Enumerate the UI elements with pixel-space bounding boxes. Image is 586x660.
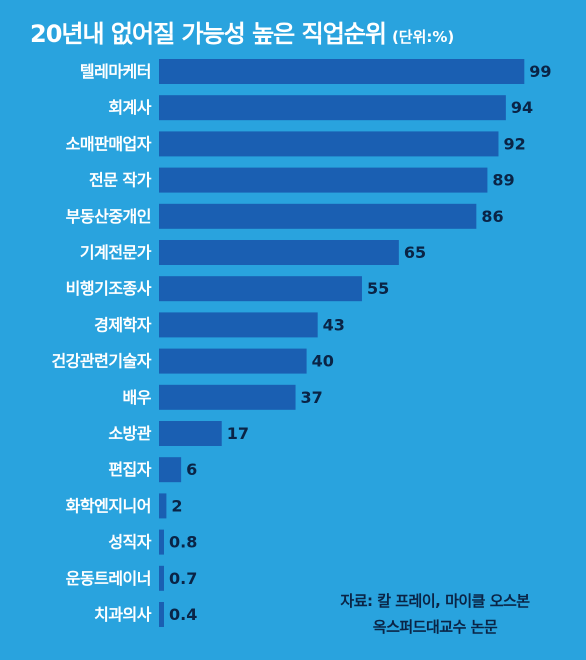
chart-title-row: 20년내 없어질 가능성 높은 직업순위 (단위:%) — [30, 14, 454, 49]
source-line-2: 옥스퍼드대교수 논문 — [372, 618, 498, 636]
value-label: 0.7 — [169, 569, 197, 588]
bar — [159, 602, 164, 627]
unit-label: (단위:%) — [391, 28, 455, 46]
chart-title: 20년내 없어질 가능성 높은 직업순위 — [30, 20, 387, 48]
category-label: 편집자 — [108, 460, 151, 479]
bar — [159, 384, 296, 410]
bar — [159, 240, 399, 265]
bar — [159, 348, 307, 374]
category-label: 부동산중개인 — [66, 207, 151, 226]
value-label: 40 — [312, 352, 334, 371]
source-line-1: 자료: 칼 프레이, 마이클 오스본 — [340, 592, 530, 610]
value-label: 43 — [323, 315, 345, 334]
category-label: 치과의사 — [94, 605, 152, 624]
value-label: 0.4 — [169, 605, 197, 624]
category-label: 배우 — [123, 388, 152, 407]
bar — [159, 421, 222, 446]
value-label: 89 — [492, 171, 514, 190]
category-label: 건강관련기술자 — [51, 352, 151, 371]
category-label: 기계전문가 — [80, 243, 152, 262]
bar — [159, 457, 182, 483]
bar — [159, 565, 164, 591]
value-label: 99 — [529, 62, 551, 81]
category-label: 소방관 — [108, 424, 151, 443]
category-label: 비행기조종사 — [66, 279, 152, 298]
category-label: 화학엔지니어 — [66, 496, 151, 515]
source-note: 자료: 칼 프레이, 마이클 오스본 옥스퍼드대교수 논문 — [300, 588, 570, 640]
value-label: 94 — [511, 98, 533, 117]
category-label: 전문 작가 — [89, 171, 152, 190]
value-label: 86 — [481, 207, 503, 226]
value-label: 92 — [503, 134, 525, 153]
value-label: 6 — [186, 460, 197, 479]
bar — [159, 167, 488, 193]
value-label: 17 — [227, 424, 249, 443]
value-label: 2 — [171, 496, 182, 515]
bar — [159, 95, 506, 121]
bar — [159, 312, 318, 338]
category-label: 경제학자 — [94, 315, 152, 334]
value-label: 65 — [404, 243, 426, 262]
value-label: 0.8 — [169, 533, 197, 552]
category-label: 성직자 — [108, 533, 151, 552]
bar — [159, 276, 362, 302]
bar — [159, 493, 167, 519]
value-label: 55 — [367, 279, 389, 298]
bar — [159, 131, 499, 157]
value-label: 37 — [301, 388, 323, 407]
bar — [159, 203, 477, 229]
category-label: 회계사 — [108, 98, 151, 117]
bar — [159, 529, 164, 555]
bar — [159, 59, 525, 84]
category-label: 텔레마케터 — [80, 62, 151, 81]
category-label: 운동트레이너 — [66, 569, 151, 588]
category-label: 소매판매업자 — [66, 134, 152, 153]
